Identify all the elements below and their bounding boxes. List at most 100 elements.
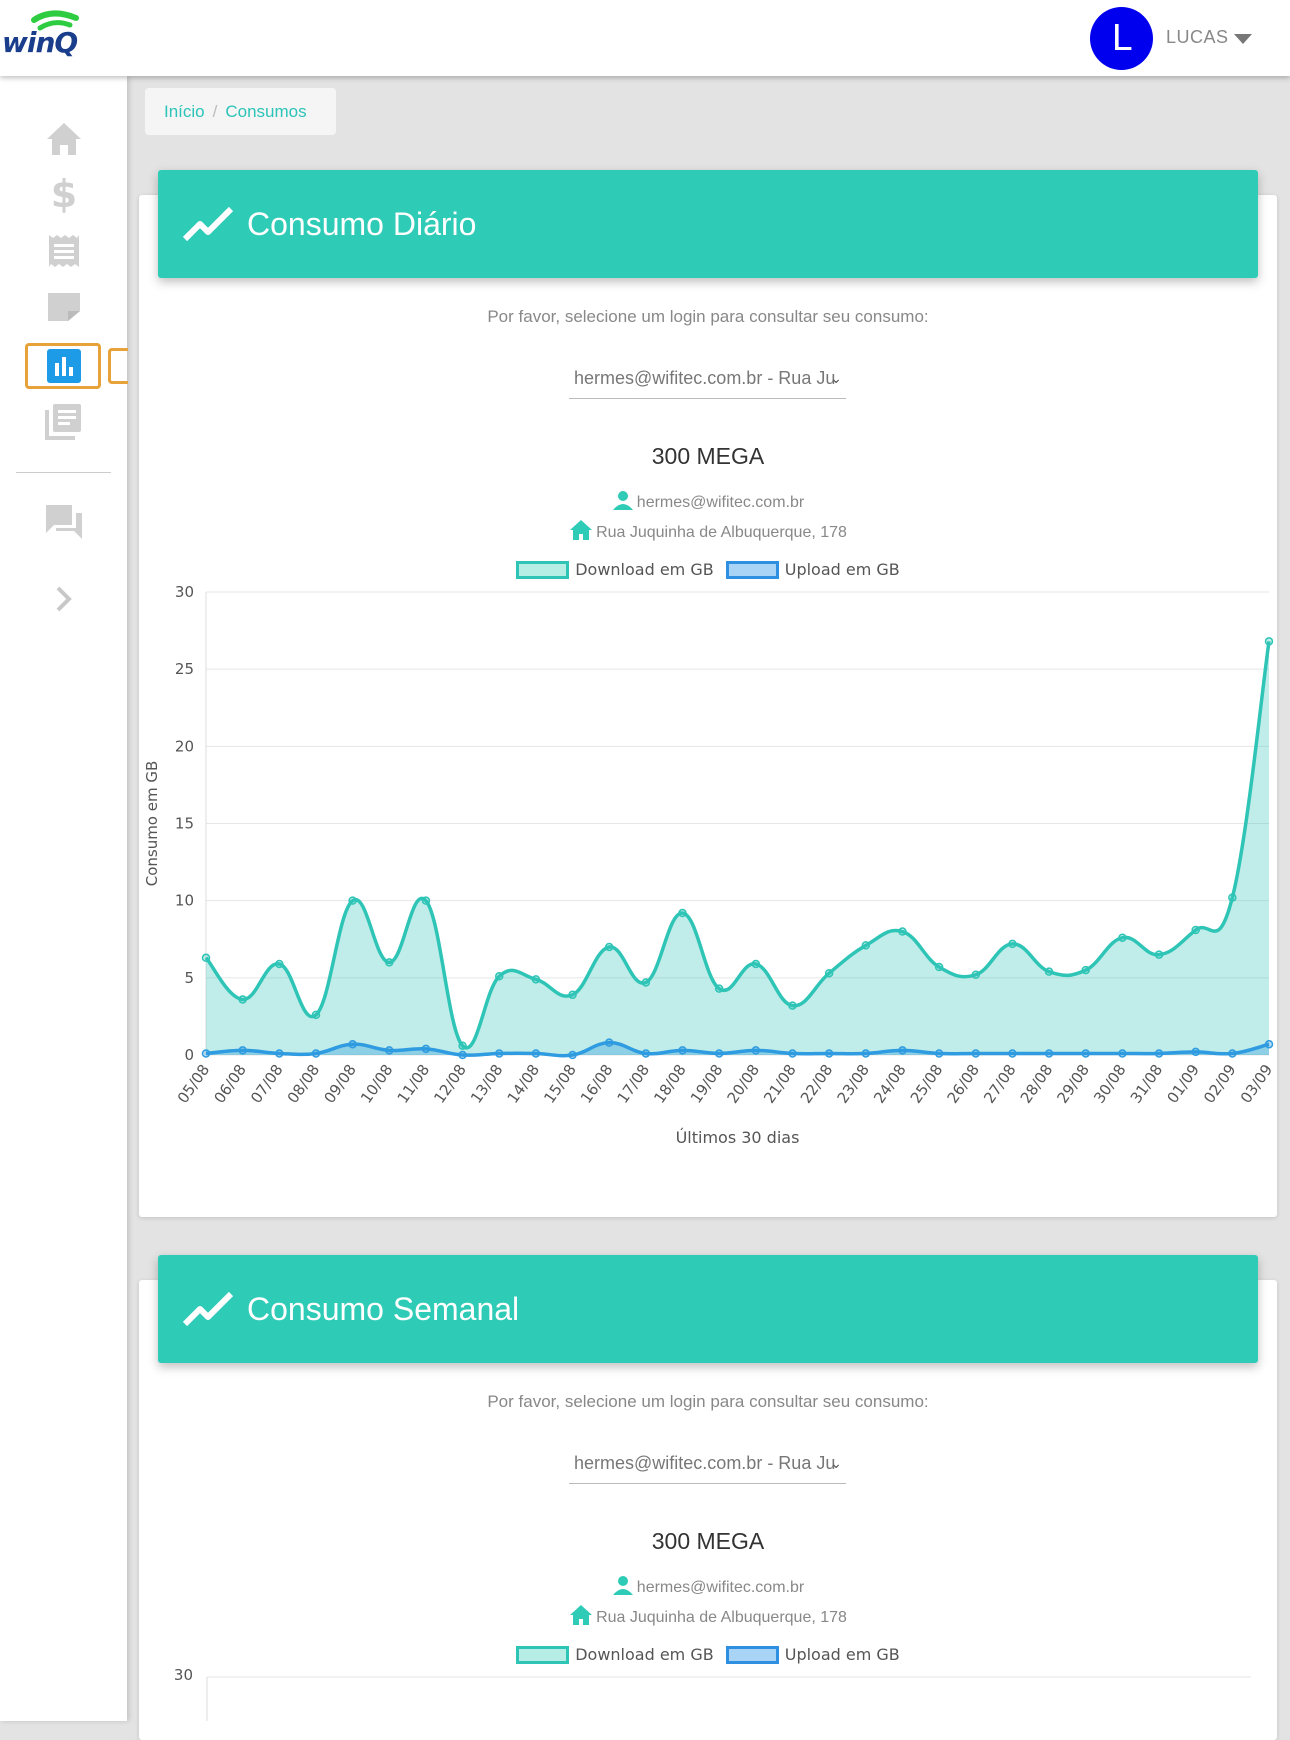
chevron-down-icon: ⌄ — [830, 370, 842, 386]
x-tick-label: 23/08 — [834, 1061, 874, 1107]
weekly-card-title: Consumo Semanal — [247, 1291, 520, 1327]
chevron-down-icon: ⌄ — [830, 1455, 842, 1471]
upload-point — [348, 1039, 357, 1049]
x-tick-label: 15/08 — [540, 1061, 580, 1107]
upload-point — [385, 1046, 394, 1055]
receipt-icon — [49, 235, 79, 267]
x-tick-label: 30/08 — [1090, 1061, 1130, 1107]
upload-point — [1008, 1049, 1017, 1058]
x-tick-label: 22/08 — [797, 1061, 837, 1107]
x-tick-label: 21/08 — [760, 1061, 800, 1107]
upload-point — [678, 1046, 687, 1055]
home-icon — [47, 123, 81, 155]
download-point — [348, 896, 357, 905]
x-tick-label: 24/08 — [870, 1061, 910, 1107]
home-address-icon — [570, 1605, 593, 1625]
download-point — [568, 990, 577, 1000]
sidebar-divider — [16, 472, 111, 473]
download-point — [494, 972, 504, 981]
winq-logo[interactable]: winQ — [0, 6, 95, 62]
download-point — [788, 1001, 797, 1010]
daily-address-info: Rua Juquinha de Albuquerque, 178 — [139, 519, 1277, 542]
download-point — [861, 941, 871, 950]
sidebar-expand[interactable] — [44, 579, 84, 619]
weekly-plan-name: 300 MEGA — [651, 1528, 765, 1554]
breadcrumb-home-link[interactable]: Início — [164, 102, 205, 121]
download-point — [641, 978, 651, 987]
x-tick-label: 02/09 — [1200, 1061, 1240, 1107]
download-point — [824, 968, 834, 978]
download-point — [1191, 925, 1200, 935]
sidebar-active-highlight — [25, 343, 101, 389]
sidebar-item-home[interactable] — [44, 119, 84, 159]
weekly-address-info: Rua Juquinha de Albuquerque, 178 — [139, 1604, 1277, 1627]
legend-upload-swatch — [725, 560, 779, 579]
upload-point — [1081, 1049, 1090, 1058]
username-label[interactable]: LUCAS — [1166, 27, 1229, 47]
weekly-login-text: hermes@wifitec.com.br — [636, 1579, 805, 1596]
daily-consumption-card — [139, 195, 1277, 1217]
upload-point — [1228, 1049, 1237, 1058]
upload-point — [861, 1049, 871, 1058]
daily-login-info: hermes@wifitec.com.br — [139, 489, 1277, 512]
weekly-y-tick-label: 30 — [174, 1666, 193, 1684]
x-tick-label: 20/08 — [724, 1061, 764, 1107]
upload-point — [568, 1050, 577, 1060]
weekly-login-select[interactable]: hermes@wifitec.com.br - Rua Ju ⌄ — [569, 1442, 846, 1484]
breadcrumb-separator: / — [212, 102, 218, 121]
avatar[interactable]: L — [1090, 7, 1153, 70]
upload-point — [201, 1049, 211, 1058]
sidebar-item-atendimento[interactable] — [44, 502, 84, 542]
daily-chart-legend: Download em GB Upload em GB — [139, 560, 1277, 579]
legend-upload[interactable]: Upload em GB — [725, 1645, 900, 1664]
legend-download[interactable]: Download em GB — [516, 560, 714, 579]
sidebar-item-faturas[interactable] — [44, 231, 84, 271]
weekly-chart-legend: Download em GB Upload em GB — [139, 1645, 1277, 1664]
weekly-login-select-value: hermes@wifitec.com.br - Rua Ju — [574, 1453, 836, 1473]
upload-point — [1191, 1047, 1200, 1057]
legend-download[interactable]: Download em GB — [516, 1645, 714, 1664]
y-axis-label: Consumo em GB — [143, 761, 161, 887]
x-tick-label: 28/08 — [1017, 1061, 1057, 1107]
download-area — [206, 641, 1269, 1055]
x-tick-label: 29/08 — [1053, 1061, 1093, 1107]
daily-address-text: Rua Juquinha de Albuquerque, 178 — [596, 524, 847, 541]
upload-point — [604, 1038, 614, 1047]
x-tick-label: 25/08 — [907, 1061, 947, 1107]
x-tick-label: 03/09 — [1237, 1061, 1277, 1107]
download-point — [275, 959, 284, 969]
download-point — [714, 984, 724, 993]
svg-text:$: $ — [51, 175, 77, 213]
download-point — [1264, 637, 1274, 646]
upload-point — [494, 1049, 504, 1058]
x-tick-label: 14/08 — [504, 1061, 544, 1107]
y-tick-label: 30 — [175, 583, 194, 601]
upload-point — [898, 1046, 907, 1055]
legend-download-label: Download em GB — [575, 560, 714, 579]
sidebar-item-financeiro[interactable]: $ — [44, 174, 84, 214]
x-axis-label: Últimos 30 dias — [676, 1128, 800, 1147]
weekly-consumption-chart: 30 — [174, 1666, 1251, 1721]
download-point — [1044, 967, 1054, 976]
upload-point — [641, 1049, 651, 1058]
sidebar-item-documentos[interactable] — [44, 401, 84, 441]
x-tick-label: 07/08 — [247, 1061, 287, 1107]
weekly-card-header: Consumo Semanal — [158, 1255, 1258, 1363]
upload-point — [421, 1044, 431, 1054]
breadcrumb-current[interactable]: Consumos — [225, 102, 307, 121]
sidebar-item-consumos[interactable] — [44, 346, 84, 386]
download-point — [678, 908, 687, 918]
dollar-icon: $ — [51, 175, 77, 213]
x-tick-label: 31/08 — [1127, 1061, 1167, 1107]
top-bar: winQ L LUCAS — [0, 0, 1290, 76]
download-point — [751, 959, 761, 969]
sidebar-item-notas[interactable] — [44, 287, 84, 327]
sidebar-active-tab — [108, 348, 128, 384]
legend-upload[interactable]: Upload em GB — [725, 560, 900, 579]
bar-chart-icon — [47, 349, 81, 383]
upload-point — [1154, 1049, 1164, 1058]
caret-down-icon[interactable] — [1234, 34, 1252, 44]
daily-card-header: Consumo Diário — [158, 170, 1258, 278]
daily-login-select[interactable]: hermes@wifitec.com.br - Rua Ju ⌄ — [569, 357, 846, 399]
download-point — [898, 927, 907, 936]
